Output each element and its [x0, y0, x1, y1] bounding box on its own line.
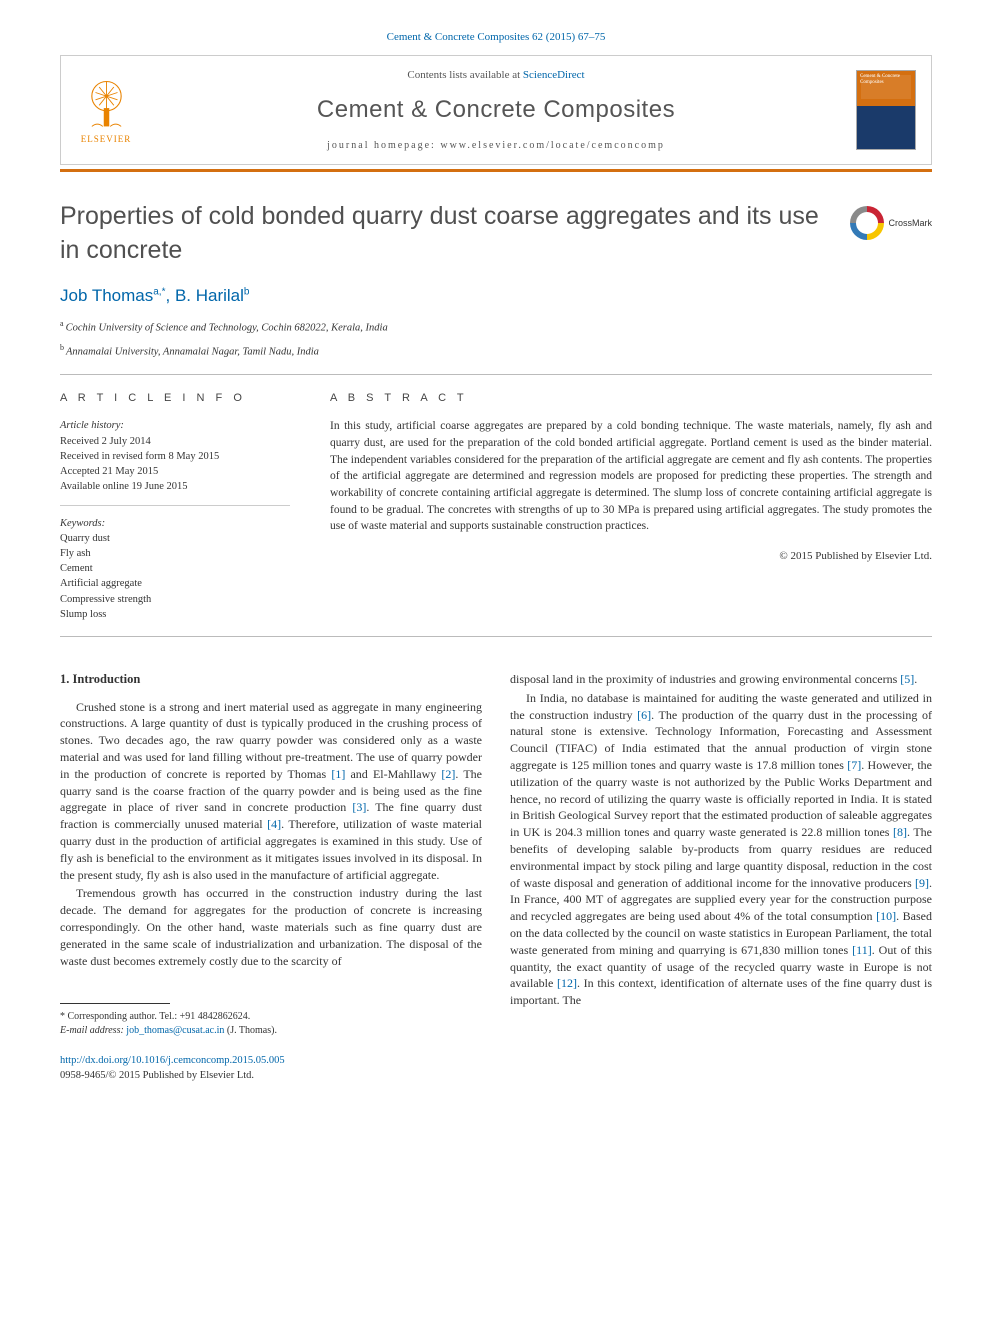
journal-cover-thumb: Cement & Concrete Composites	[856, 70, 916, 150]
body-col-left: 1. Introduction Crushed stone is a stron…	[60, 671, 482, 1038]
author-1[interactable]: Job Thomas	[60, 286, 153, 305]
ref-link[interactable]: [3]	[352, 800, 366, 814]
body-col-right: disposal land in the proximity of indust…	[510, 671, 932, 1038]
ref-link[interactable]: [4]	[267, 817, 281, 831]
text-run: .	[914, 672, 917, 686]
header-rule	[60, 169, 932, 172]
issn-line: 0958-9465/© 2015 Published by Elsevier L…	[60, 1069, 932, 1084]
affil-b-text: Annamalai University, Annamalai Nagar, T…	[66, 346, 319, 357]
body-paragraph: Tremendous growth has occurred in the co…	[60, 885, 482, 969]
abstract-text: In this study, artificial coarse aggrega…	[330, 418, 932, 535]
top-citation: Cement & Concrete Composites 62 (2015) 6…	[60, 30, 932, 45]
ref-link[interactable]: [12]	[557, 976, 577, 990]
section-rule-top	[60, 374, 932, 375]
abstract-head: A B S T R A C T	[330, 391, 932, 406]
affiliation-b: bAnnamalai University, Annamalai Nagar, …	[60, 342, 932, 360]
keyword: Artificial aggregate	[60, 576, 290, 591]
article-info-head: A R T I C L E I N F O	[60, 391, 290, 406]
ref-link[interactable]: [11]	[852, 943, 872, 957]
author-2-sup: b	[244, 286, 250, 297]
sciencedirect-link[interactable]: ScienceDirect	[523, 69, 585, 81]
keyword: Quarry dust	[60, 531, 290, 546]
ref-link[interactable]: [2]	[441, 767, 455, 781]
affiliation-a: aCochin University of Science and Techno…	[60, 318, 932, 336]
corresponding-footnote: * Corresponding author. Tel.: +91 484286…	[60, 1010, 482, 1038]
homepage-prefix: journal homepage:	[327, 140, 440, 151]
article-title: Properties of cold bonded quarry dust co…	[60, 200, 830, 268]
crossmark-icon	[850, 206, 884, 240]
journal-homepage: journal homepage: www.elsevier.com/locat…	[151, 139, 841, 153]
text-run: disposal land in the proximity of indust…	[510, 672, 900, 686]
contents-prefix: Contents lists available at	[407, 69, 522, 81]
publisher-logo-block: ELSEVIER	[61, 76, 151, 146]
section-rule-bottom	[60, 636, 932, 637]
article-history: Article history: Received 2 July 2014 Re…	[60, 418, 290, 622]
author-1-sup: a,	[153, 286, 161, 297]
crossmark-label: CrossMark	[888, 217, 932, 230]
section-heading: 1. Introduction	[60, 671, 482, 689]
ref-link[interactable]: [1]	[331, 767, 345, 781]
text-run: and El-Mahllawy	[345, 767, 441, 781]
keyword: Slump loss	[60, 607, 290, 622]
history-label: Article history:	[60, 418, 290, 433]
author-2[interactable]: B. Harilal	[175, 286, 244, 305]
history-line: Accepted 21 May 2015	[60, 464, 290, 479]
keyword: Compressive strength	[60, 592, 290, 607]
affil-b-sup: b	[60, 343, 64, 352]
cover-text: Cement & Concrete Composites	[860, 74, 912, 85]
ref-link[interactable]: [10]	[876, 909, 896, 923]
publisher-label: ELSEVIER	[81, 133, 132, 146]
footnote-rule	[60, 1003, 170, 1004]
body-paragraph: In India, no database is maintained for …	[510, 690, 932, 1009]
crossmark-badge[interactable]: CrossMark	[850, 206, 932, 240]
contents-available: Contents lists available at ScienceDirec…	[151, 68, 841, 83]
doi-link[interactable]: http://dx.doi.org/10.1016/j.cemconcomp.2…	[60, 1055, 285, 1066]
author-sep: ,	[165, 286, 174, 305]
affil-a-sup: a	[60, 319, 64, 328]
journal-header: ELSEVIER Contents lists available at Sci…	[60, 55, 932, 165]
ref-link[interactable]: [5]	[900, 672, 914, 686]
keyword: Fly ash	[60, 546, 290, 561]
ref-link[interactable]: [9]	[915, 876, 929, 890]
body-paragraph: Crushed stone is a strong and inert mate…	[60, 699, 482, 884]
elsevier-tree-icon	[79, 76, 134, 131]
authors: Job Thomasa,*, B. Harilalb	[60, 284, 932, 308]
homepage-url[interactable]: www.elsevier.com/locate/cemconcomp	[440, 140, 665, 151]
keyword: Cement	[60, 561, 290, 576]
abstract-copyright: © 2015 Published by Elsevier Ltd.	[330, 549, 932, 564]
history-line: Received in revised form 8 May 2015	[60, 449, 290, 464]
body-columns: 1. Introduction Crushed stone is a stron…	[60, 671, 932, 1038]
ref-link[interactable]: [7]	[847, 758, 861, 772]
keywords-label: Keywords:	[60, 516, 290, 531]
history-line: Available online 19 June 2015	[60, 479, 290, 494]
ref-link[interactable]: [6]	[637, 708, 651, 722]
body-paragraph: disposal land in the proximity of indust…	[510, 671, 932, 688]
ref-link[interactable]: [8]	[893, 825, 907, 839]
history-line: Received 2 July 2014	[60, 434, 290, 449]
corr-tel: * Corresponding author. Tel.: +91 484286…	[60, 1010, 482, 1024]
journal-name: Cement & Concrete Composites	[151, 93, 841, 127]
affil-a-text: Cochin University of Science and Technol…	[66, 322, 388, 333]
email-label: E-mail address:	[60, 1025, 126, 1036]
email-suffix: (J. Thomas).	[224, 1025, 277, 1036]
corr-email-link[interactable]: job_thomas@cusat.ac.in	[126, 1025, 224, 1036]
info-divider	[60, 505, 290, 506]
doi-line: http://dx.doi.org/10.1016/j.cemconcomp.2…	[60, 1054, 932, 1069]
